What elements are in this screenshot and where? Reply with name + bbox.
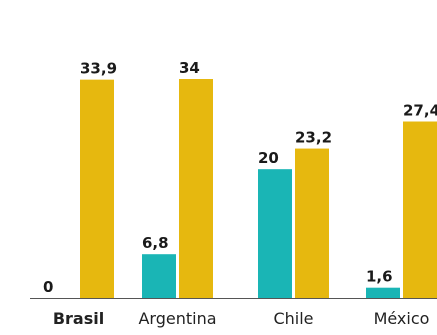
category-label-méxico: México <box>374 309 430 328</box>
bar-méxico-series-1 <box>366 287 400 298</box>
bar-chile-series-1 <box>258 169 292 298</box>
bar-argentina-series-2 <box>179 79 213 298</box>
category-label-chile: Chile <box>273 309 313 328</box>
value-label-méxico-series-2: 27,4 <box>403 102 437 120</box>
value-label-brasil-series-2: 33,9 <box>80 60 117 78</box>
bars-group <box>80 79 437 298</box>
category-labels-group: Brasil Argentina Chile México <box>53 309 430 328</box>
bar-argentina-series-1 <box>142 254 176 298</box>
bar-brasil-series-2 <box>80 79 114 298</box>
bar-chile-series-2 <box>295 148 329 298</box>
value-label-argentina-series-2: 34 <box>179 59 200 77</box>
value-label-argentina-series-1: 6,8 <box>142 234 169 252</box>
value-label-brasil-series-1: 0 <box>43 278 53 296</box>
value-label-méxico-series-1: 1,6 <box>366 268 393 286</box>
category-label-argentina: Argentina <box>138 309 216 328</box>
value-label-chile-series-2: 23,2 <box>295 129 332 147</box>
value-labels-group: 0 33,9 6,8 34 20 23,2 1,6 27,4 <box>43 59 437 296</box>
value-label-chile-series-1: 20 <box>258 149 279 167</box>
category-label-brasil: Brasil <box>53 309 104 328</box>
bar-méxico-series-2 <box>403 121 437 298</box>
